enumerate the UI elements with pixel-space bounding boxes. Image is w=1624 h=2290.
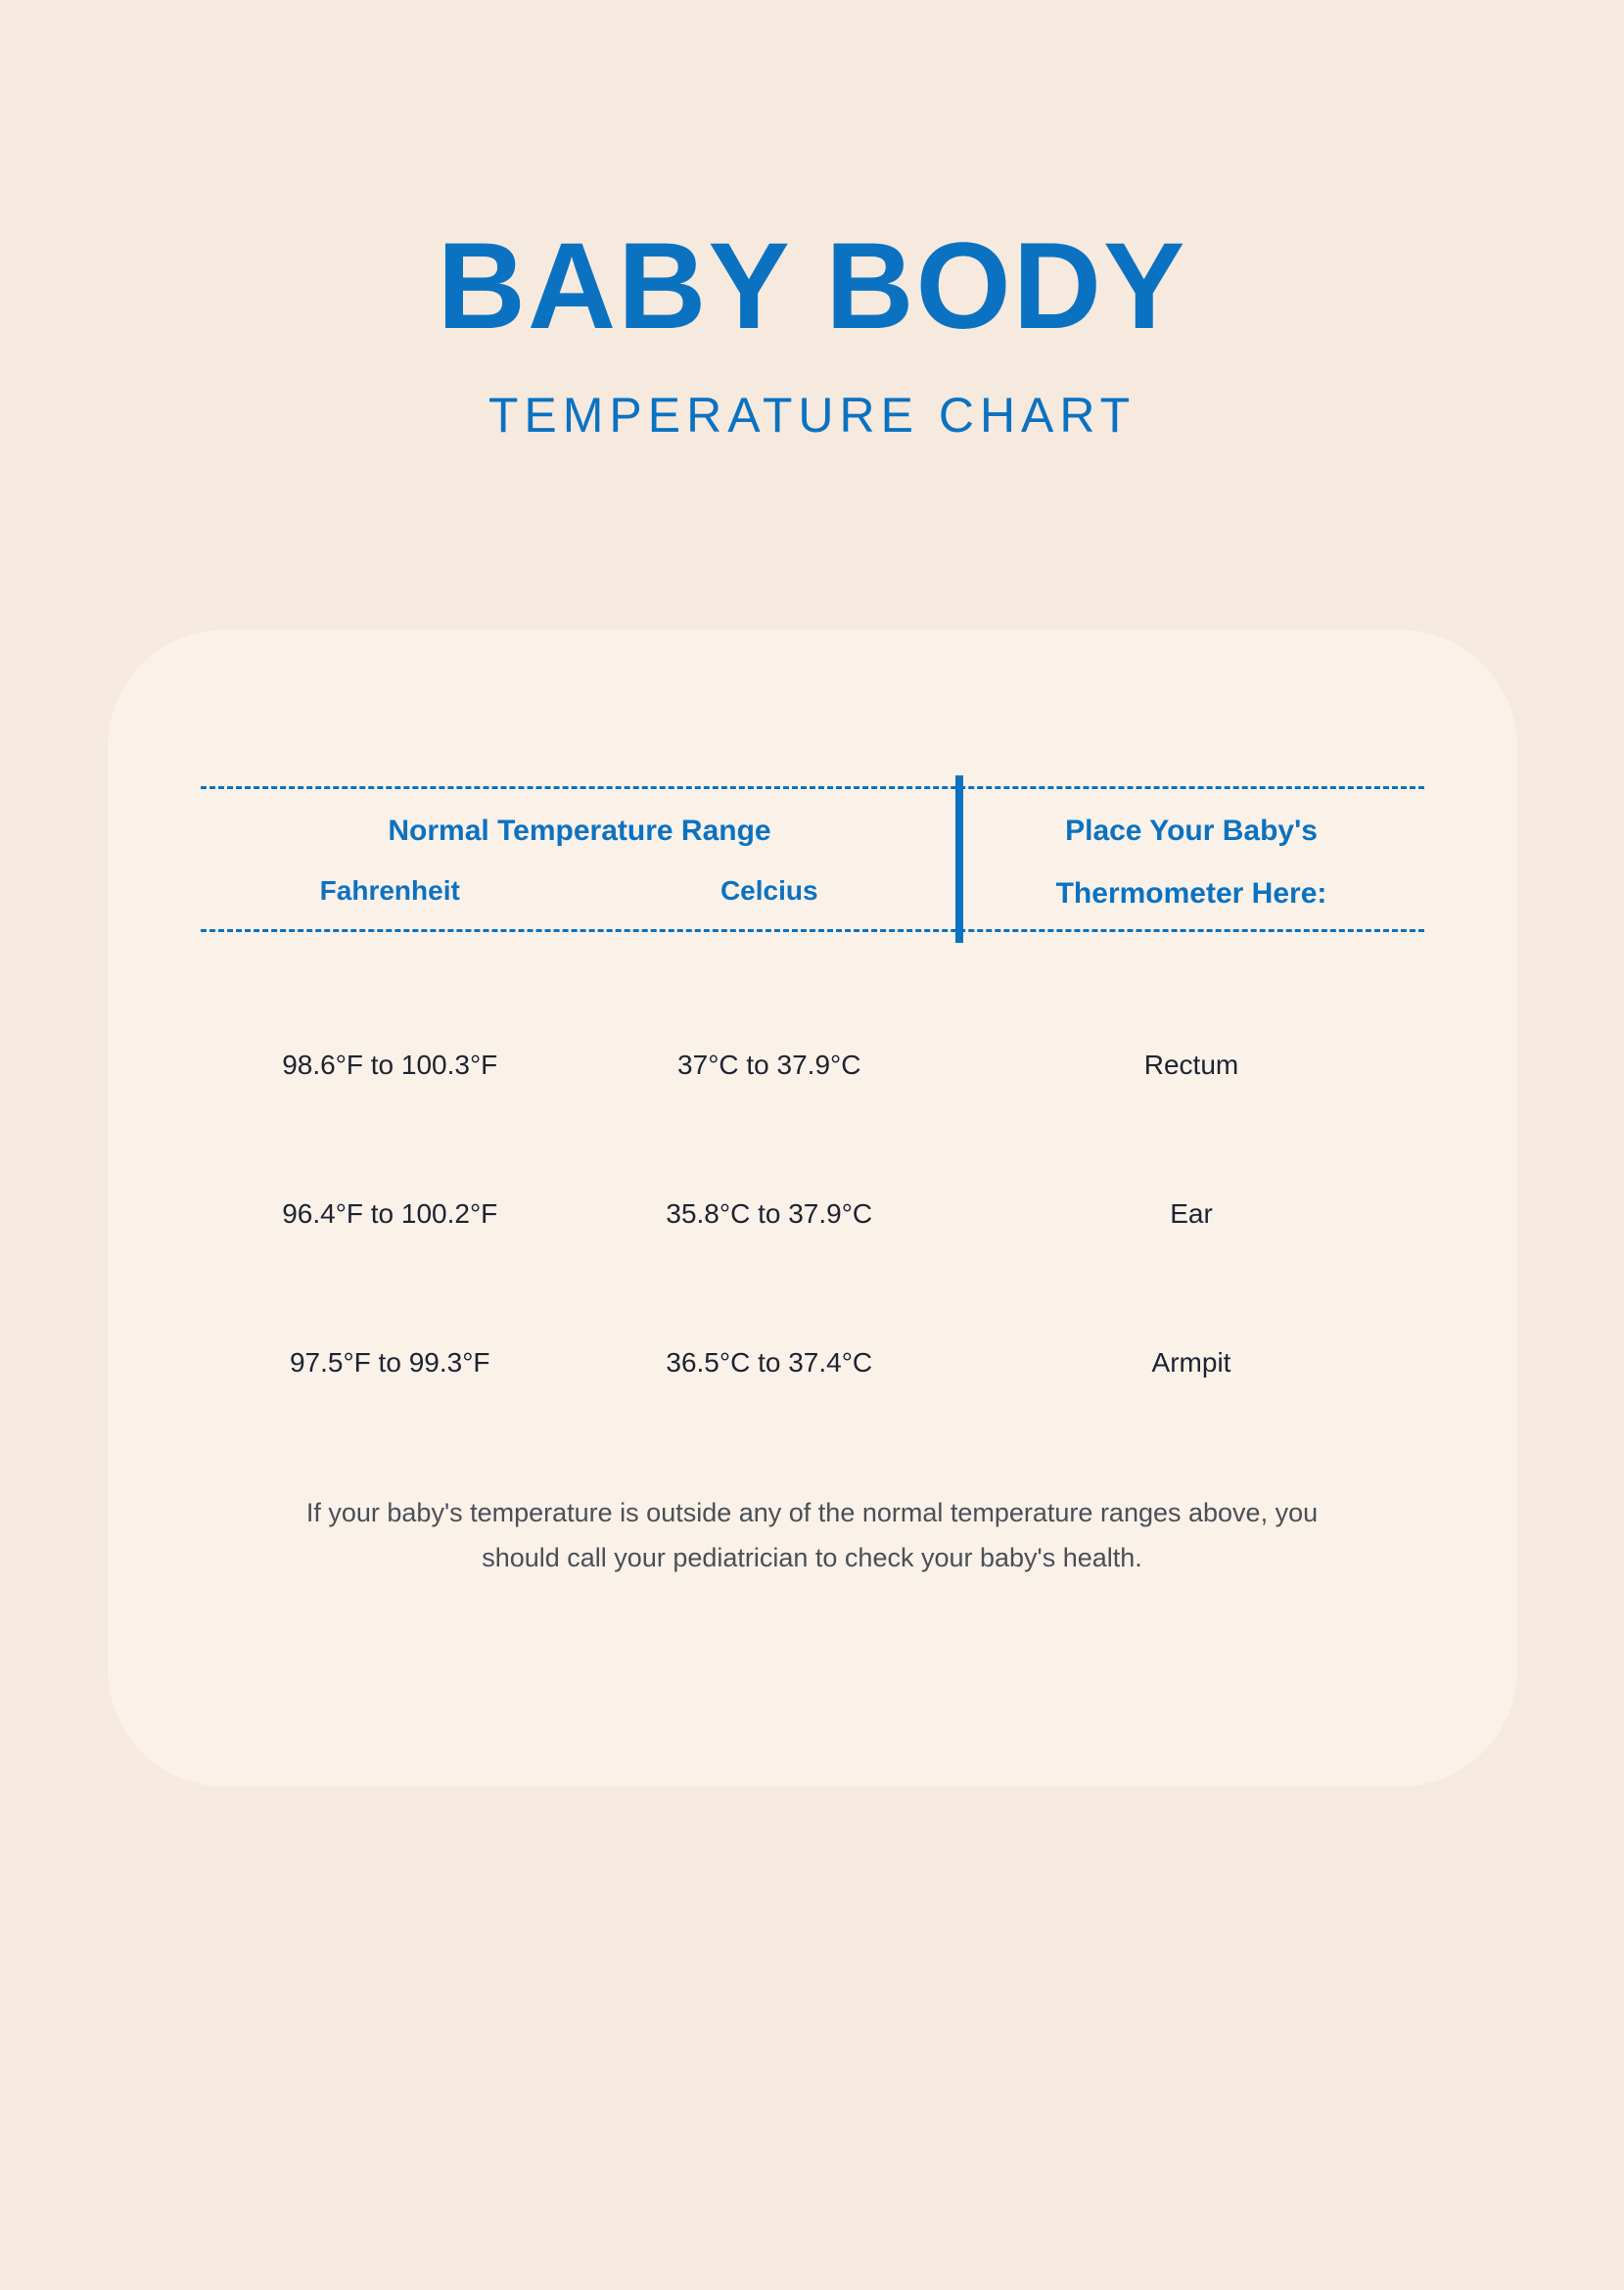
placement-title-line2: Thermometer Here: (1056, 875, 1327, 912)
footnote: If your baby's temperature is outside an… (284, 1491, 1341, 1581)
cell-celcius: 35.8°C to 37.9°C (580, 1198, 959, 1230)
cell-location: Ear (959, 1198, 1424, 1230)
cell-fahrenheit: 96.4°F to 100.2°F (201, 1198, 580, 1230)
page-subtitle: TEMPERATURE CHART (488, 387, 1136, 444)
table-header-right: Place Your Baby's Thermometer Here: (959, 789, 1424, 929)
table-header-left: Normal Temperature Range Fahrenheit Celc… (201, 789, 959, 929)
col-celcius: Celcius (580, 875, 959, 907)
table-row: 98.6°F to 100.3°F 37°C to 37.9°C Rectum (201, 991, 1424, 1140)
range-title: Normal Temperature Range (388, 813, 770, 850)
col-fahrenheit: Fahrenheit (201, 875, 580, 907)
cell-location: Rectum (959, 1050, 1424, 1081)
cell-celcius: 36.5°C to 37.4°C (580, 1347, 959, 1379)
vertical-separator (955, 775, 963, 943)
cell-location: Armpit (959, 1347, 1424, 1379)
table-body: 98.6°F to 100.3°F 37°C to 37.9°C Rectum … (201, 991, 1424, 1437)
cell-fahrenheit: 98.6°F to 100.3°F (201, 1050, 580, 1081)
placement-title-line1: Place Your Baby's (1065, 813, 1318, 850)
page-title: BABY BODY (438, 225, 1187, 348)
page: BABY BODY TEMPERATURE CHART Normal Tempe… (0, 0, 1624, 2290)
table-row: 96.4°F to 100.2°F 35.8°C to 37.9°C Ear (201, 1140, 1424, 1288)
chart-card: Normal Temperature Range Fahrenheit Celc… (108, 630, 1517, 1787)
cell-celcius: 37°C to 37.9°C (580, 1050, 959, 1081)
table-header: Normal Temperature Range Fahrenheit Celc… (201, 786, 1424, 932)
range-subheaders: Fahrenheit Celcius (201, 875, 959, 907)
cell-fahrenheit: 97.5°F to 99.3°F (201, 1347, 580, 1379)
table-row: 97.5°F to 99.3°F 36.5°C to 37.4°C Armpit (201, 1288, 1424, 1437)
